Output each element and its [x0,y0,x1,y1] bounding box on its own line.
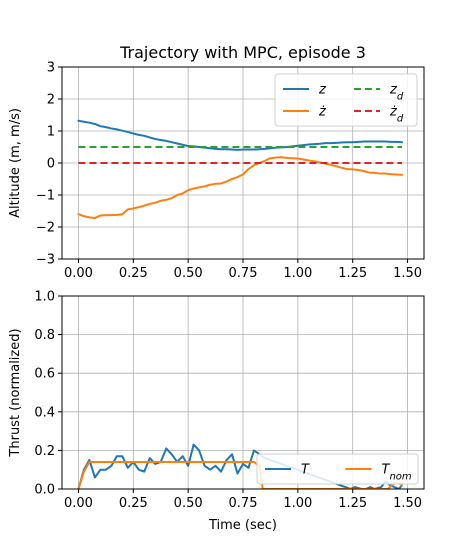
x-tick-label: 1.00 [283,266,312,281]
y-tick-label: 0.8 [34,328,55,343]
y-tick-label: 0.0 [34,483,55,498]
x-axis-label: Time (sec) [208,518,277,533]
legend: T Tnom [256,453,419,485]
y-axis-label: Altitude (m, m/s) [8,108,23,218]
y-tick-label: 3 [47,61,55,76]
legend-box [256,453,419,485]
thrust-chart: 0.00 0.25 0.50 0.75 1.00 1.25 1.50 0.0 0.2 0.4 0.6… [8,290,425,533]
legend-label: zd [389,83,404,103]
x-tick-label: 0.50 [174,496,203,511]
chart-title: Trajectory with MPC, episode 3 [119,43,366,62]
y-tick-label: 0.6 [34,367,55,382]
x-tick-label: 1.25 [338,496,367,511]
x-tick-label: 0.25 [119,496,148,511]
y-tick-label: 1 [47,125,55,140]
y-tick-label: −3 [36,253,55,268]
x-tick-label: 1.25 [338,266,367,281]
x-tick-label: 0.00 [64,266,93,281]
y-axis-label: Thrust (normalized) [8,328,23,457]
legend-label: z [318,83,327,98]
legend-label: żd [389,105,404,125]
series-group [77,119,404,220]
x-tick-label: 1.50 [393,496,422,511]
x-tick-label: 0.75 [229,496,258,511]
legend-label: ż [318,105,327,120]
altitude-chart: 0.00 0.25 0.50 0.75 1.00 1.25 1.50 −3 −2 −1 0 1 2 3 Tr… [8,43,425,281]
x-tick-label: 0.25 [119,266,148,281]
legend-label: T [301,463,310,478]
series-line-z [77,119,404,151]
legend-label: Tnom [382,463,412,483]
x-tick-label: 1.00 [283,496,312,511]
y-tick-label: 0 [47,157,55,172]
legend-box [274,73,418,127]
x-tick-label: 0.00 [64,496,93,511]
y-tick-label: −2 [36,221,55,236]
y-tick-label: 2 [47,93,55,108]
y-tick-label: 1.0 [34,290,55,305]
series-line-- [77,156,404,220]
x-tick-label: 0.50 [174,266,203,281]
y-tick-label: −1 [36,189,55,204]
y-tick-label: 0.4 [34,405,55,420]
y-tick-label: 0.2 [34,444,55,459]
x-tick-label: 0.75 [229,266,258,281]
x-tick-label: 1.50 [393,266,422,281]
